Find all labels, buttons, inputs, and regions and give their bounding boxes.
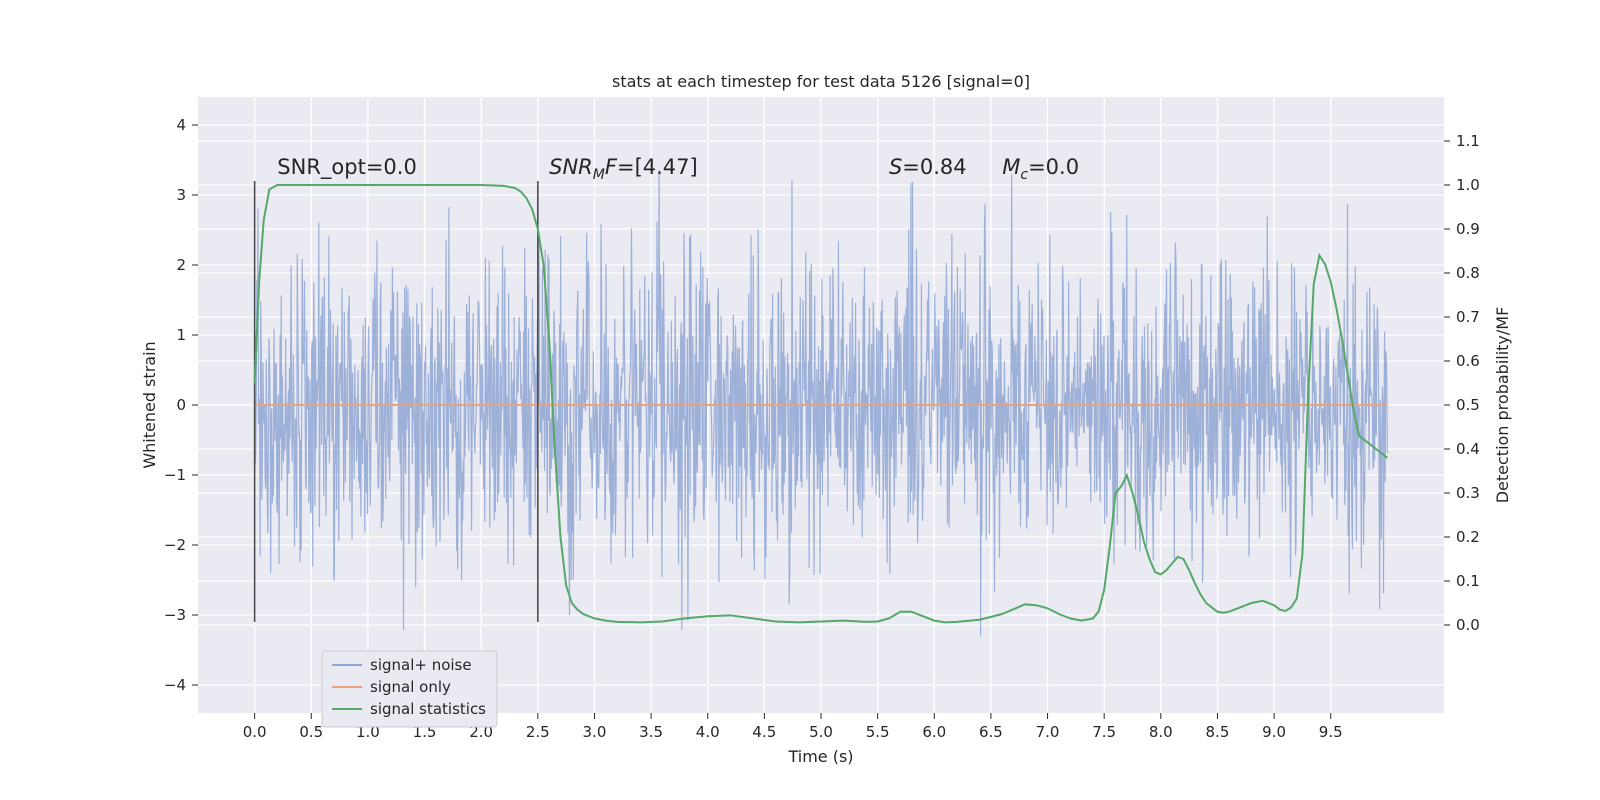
x-tick-label: 0.0 xyxy=(243,723,267,741)
x-tick-label: 6.5 xyxy=(979,723,1003,741)
legend: signal+ noise signal only signal statist… xyxy=(321,650,498,728)
noise-trace xyxy=(254,169,1388,637)
annotations: SNR_opt=0.0 SNRMF=[4.47] S=0.84 Mc=0.0 xyxy=(277,155,1079,183)
x-tick-label: 7.0 xyxy=(1036,723,1060,741)
x-tick-label: 8.0 xyxy=(1149,723,1173,741)
x-tick-label: 6.0 xyxy=(922,723,946,741)
y2-axis-ticks: 1.1 1.0 0.9 0.8 0.7 0.6 0.5 0.4 0.3 0.2 0.1 0.0 xyxy=(1444,132,1480,634)
series-signal-statistics xyxy=(253,184,1388,624)
legend-box xyxy=(321,650,498,728)
y2-tick-label: 1.1 xyxy=(1456,132,1480,150)
y2-tick-label: 0.9 xyxy=(1456,220,1480,238)
marker-lines xyxy=(253,181,539,622)
y2-tick-label: 0.1 xyxy=(1456,572,1480,590)
x-tick-label: 5.5 xyxy=(866,723,890,741)
signal-statistics-line xyxy=(253,184,1388,624)
x-tick-label: 2.5 xyxy=(526,723,550,741)
y-tick-label: 3 xyxy=(176,186,186,204)
y2-tick-label: 0.6 xyxy=(1456,352,1480,370)
y-tick-label: 0 xyxy=(176,396,186,414)
chart-title: stats at each timestep for test data 512… xyxy=(612,72,1030,91)
annotation-label: Mc=0.0 xyxy=(1002,155,1079,183)
y2-tick-label: 0.0 xyxy=(1456,616,1480,634)
y-tick-label: 2 xyxy=(176,256,186,274)
x-tick-label: 7.5 xyxy=(1092,723,1116,741)
x-tick-label: 5.0 xyxy=(809,723,833,741)
x-tick-label: 8.5 xyxy=(1206,723,1230,741)
legend-label-signal-only: signal only xyxy=(370,678,451,696)
y-tick-label: −1 xyxy=(164,466,186,484)
y-tick-label: 4 xyxy=(176,116,186,134)
y-tick-label: −3 xyxy=(164,606,186,624)
y2-tick-label: 0.5 xyxy=(1456,396,1480,414)
y-tick-label: −4 xyxy=(164,676,186,694)
x-tick-label: 3.0 xyxy=(583,723,607,741)
y2-tick-label: 0.8 xyxy=(1456,264,1480,282)
legend-label-signal-plus-noise: signal+ noise xyxy=(370,656,472,674)
series-signal-plus-noise xyxy=(254,169,1388,637)
x-tick-label: 4.5 xyxy=(752,723,776,741)
y-axis-title: Whitened strain xyxy=(140,341,159,468)
x-axis-title: Time (s) xyxy=(787,747,853,766)
y2-axis-title: Detection probability/MF xyxy=(1493,307,1512,504)
x-tick-label: 9.0 xyxy=(1262,723,1286,741)
y2-tick-label: 0.4 xyxy=(1456,440,1480,458)
x-tick-label: 4.0 xyxy=(696,723,720,741)
y2-tick-label: 0.2 xyxy=(1456,528,1480,546)
x-tick-label: 0.5 xyxy=(299,723,323,741)
x-tick-label: 3.5 xyxy=(639,723,663,741)
y-tick-label: −2 xyxy=(164,536,186,554)
y2-tick-label: 1.0 xyxy=(1456,176,1480,194)
y-tick-label: 1 xyxy=(176,326,186,344)
x-tick-label: 9.5 xyxy=(1319,723,1343,741)
annotation-label: S=0.84 xyxy=(889,155,967,179)
y2-tick-label: 0.3 xyxy=(1456,484,1480,502)
y-axis-ticks: 4 3 2 1 0 −1 −2 −3 −4 xyxy=(164,116,198,694)
annotation-label: SNRMF=[4.47] xyxy=(549,155,698,183)
legend-label-signal-statistics: signal statistics xyxy=(370,700,486,718)
annotation-label: SNR_opt=0.0 xyxy=(277,155,417,180)
y2-tick-label: 0.7 xyxy=(1456,308,1480,326)
